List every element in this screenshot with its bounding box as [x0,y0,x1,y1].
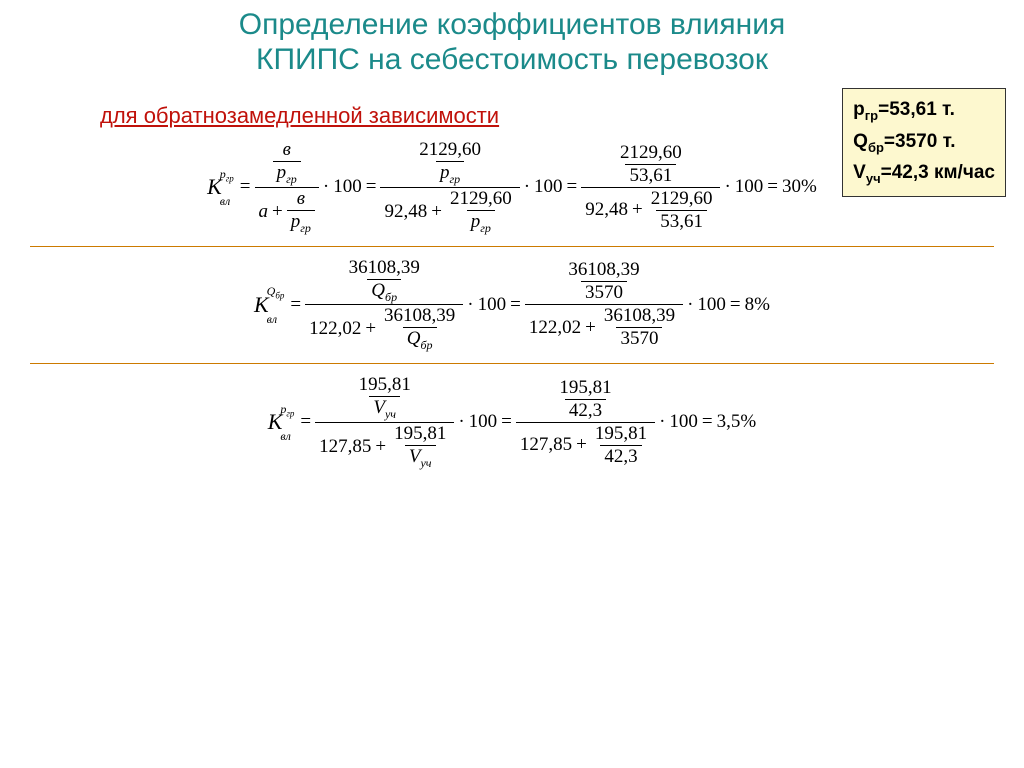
equation-V: К pгр вл = 195,81Vуч 127,85+ 195,81Vуч ·… [0,374,1024,471]
title-line-2: КПИПС на себестоимость перевозок [256,43,768,76]
frac-sym-p: вpгр a+ вpгр [255,139,319,236]
title-line-1: Определение коэффициентов влияния [239,8,785,41]
lhs-K-V: К pгр вл [268,409,297,436]
result-p: 30% [782,176,817,198]
slide-title: Определение коэффициентов влияния КПИПС … [0,0,1024,77]
result-V: 3,5% [717,411,757,433]
param-Q: Qбр=3570 т. [853,127,995,159]
equation-Q: К Qбр вл = 36108,39Qбр 122,02+ 36108,39Q… [0,257,1024,354]
param-p: pгр=53,61 т. [853,95,995,127]
param-V: Vуч=42,3 км/час [853,158,995,190]
lhs-K-Q: К Qбр вл [254,291,286,318]
result-Q: 8% [745,294,770,316]
parameters-box: pгр=53,61 т. Qбр=3570 т. Vуч=42,3 км/час [842,88,1006,197]
lhs-K-p: К pгр вл [207,174,236,201]
divider-2 [30,363,994,364]
divider-1 [30,246,994,247]
